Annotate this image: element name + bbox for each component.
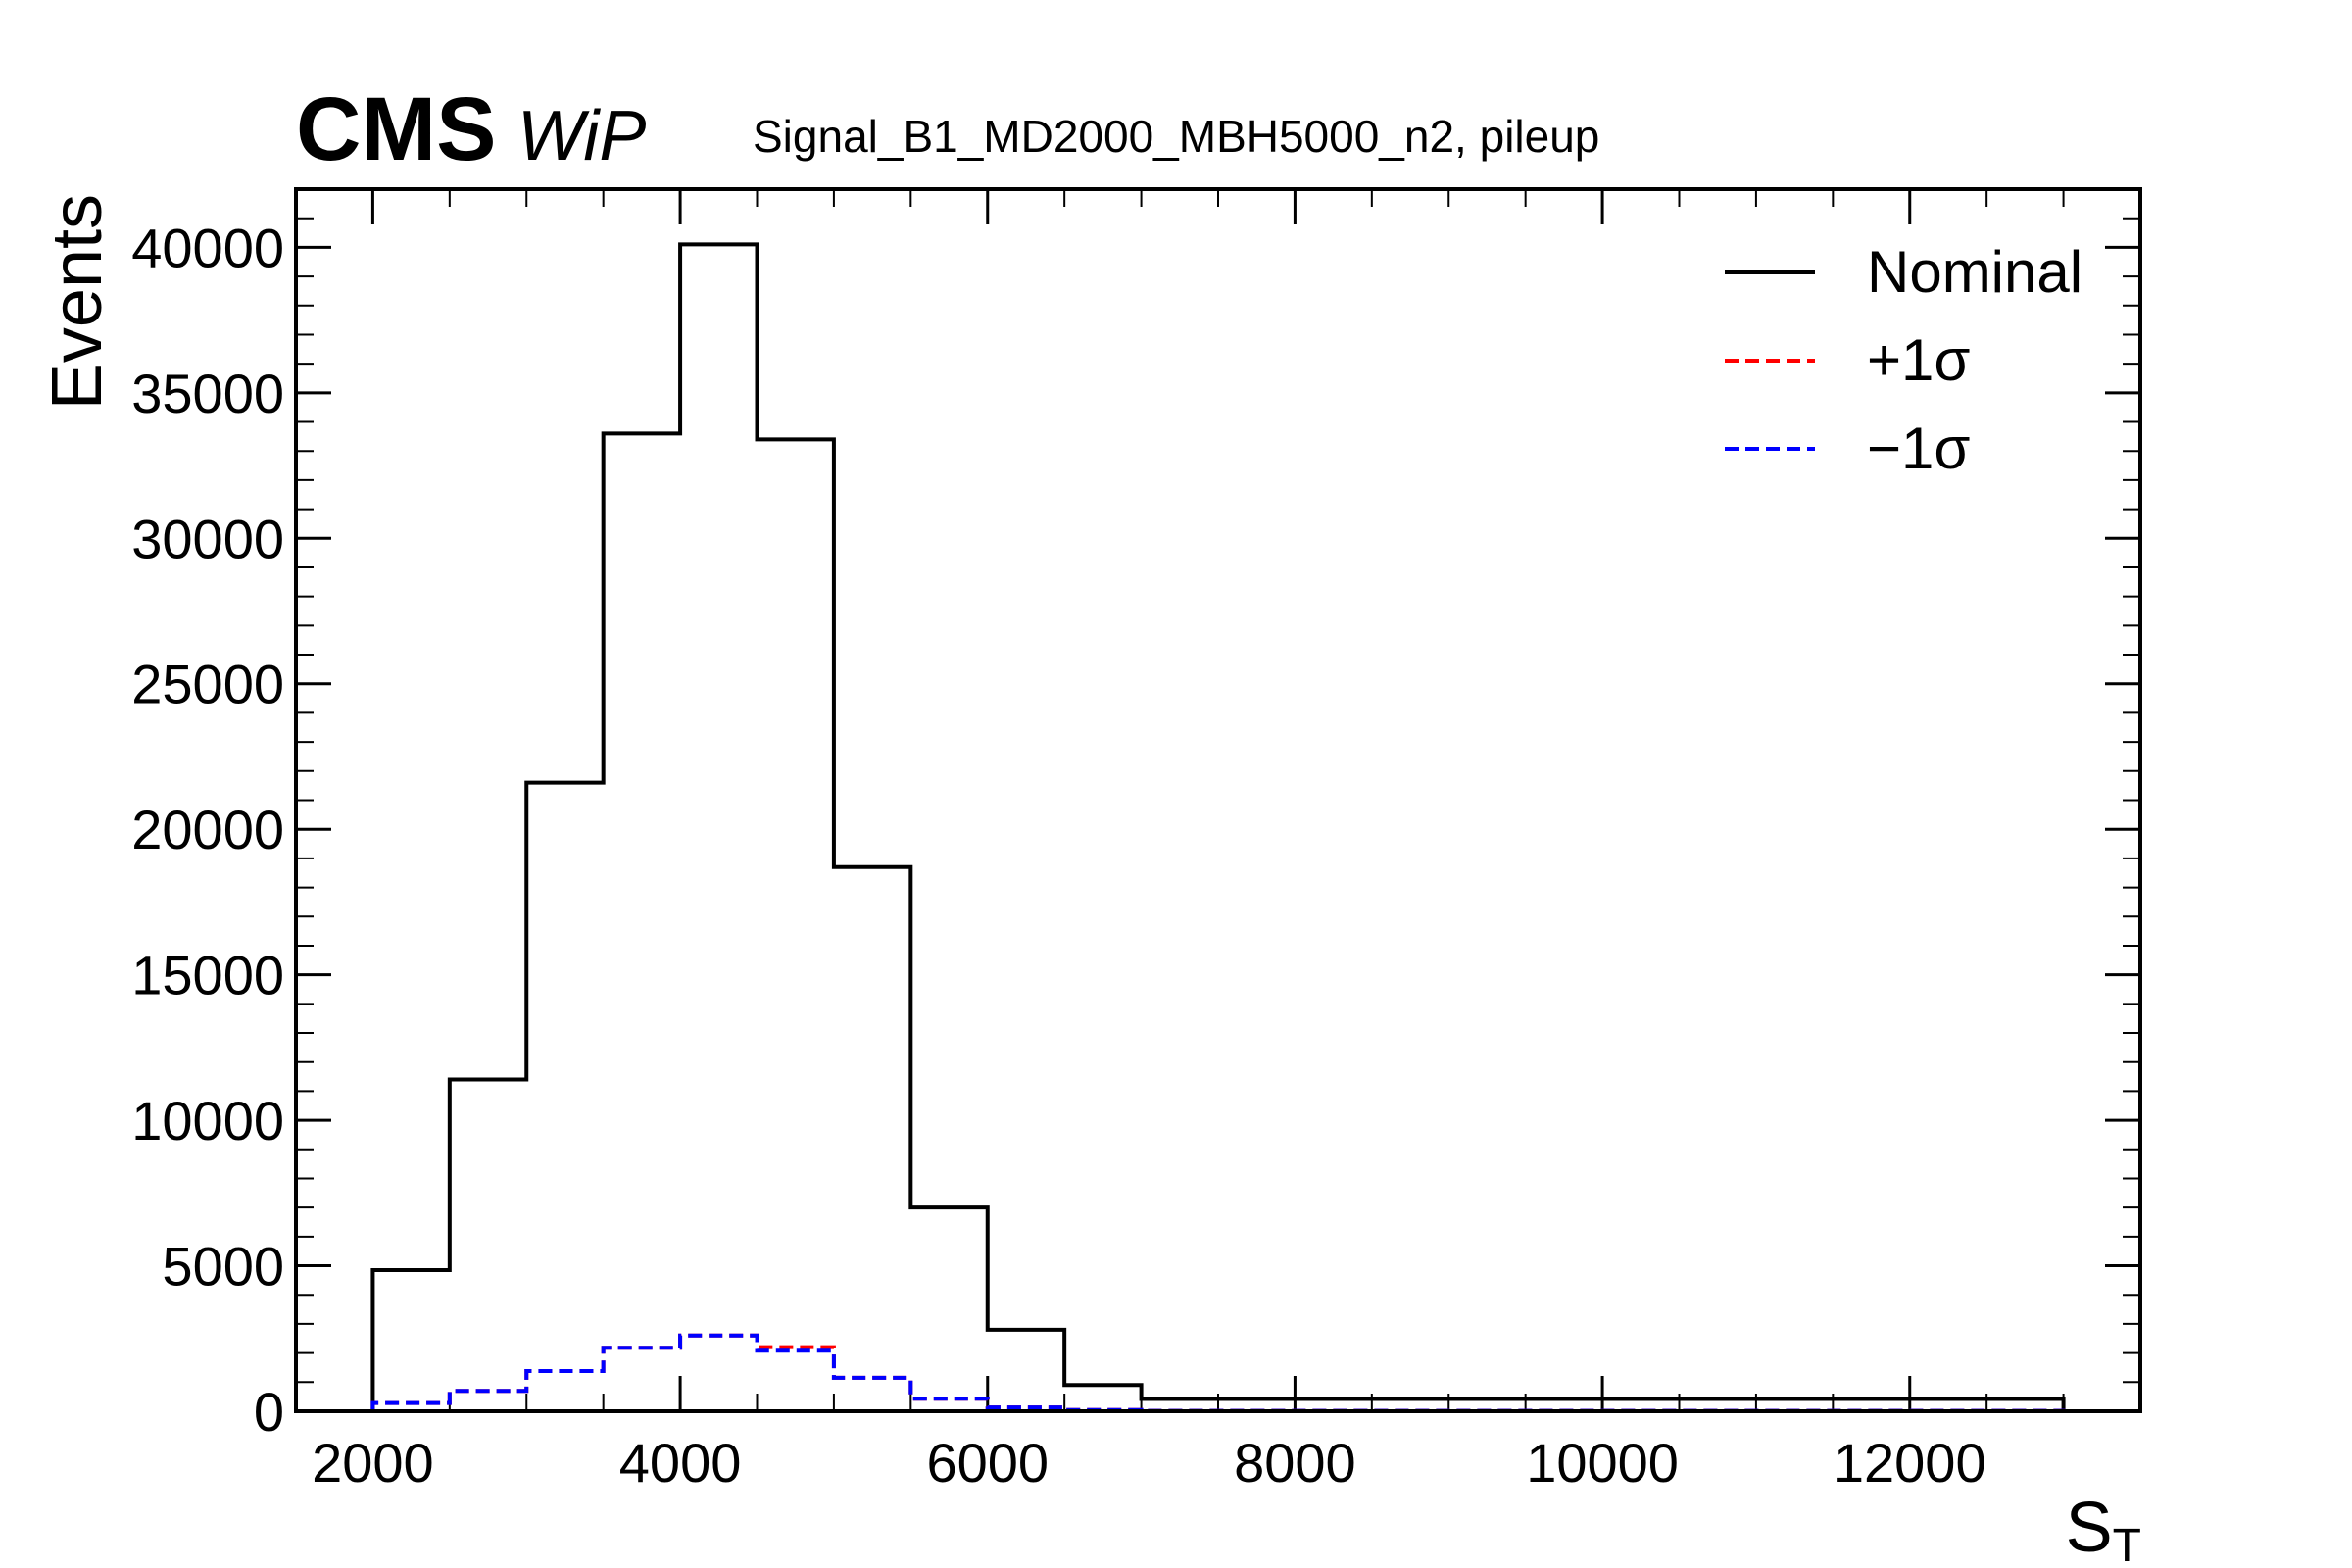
y-tick-label: 20000 (131, 799, 284, 860)
legend-label: −1σ (1867, 416, 1970, 481)
y-tick-label: 30000 (131, 508, 284, 569)
y-tick-label: 15000 (131, 945, 284, 1006)
legend-label: Nominal (1867, 239, 2082, 305)
y-tick-label: 35000 (131, 363, 284, 424)
x-tick-label: 8000 (1234, 1432, 1356, 1494)
status-label: WiP (517, 97, 646, 175)
data-series (370, 242, 2066, 1413)
x-tick-label: 12000 (1834, 1432, 1986, 1494)
x-tick-label: 10000 (1526, 1432, 1679, 1494)
chart-title: Signal_B1_MD2000_MBH5000_n2, pileup (753, 111, 1599, 162)
y-tick-label: 40000 (131, 217, 284, 278)
x-axis-label: ST (2066, 1489, 2141, 1568)
y-axis-label: Events (38, 194, 117, 410)
y-tick-label: 25000 (131, 654, 284, 715)
plot-frame (294, 187, 2142, 1413)
x-axis-label-sub: T (2113, 1520, 2141, 1568)
x-tick-label: 6000 (926, 1432, 1049, 1494)
y-tick-label: 0 (254, 1381, 284, 1443)
x-tick-label: 4000 (619, 1432, 742, 1494)
y-tick-label: 5000 (162, 1236, 284, 1298)
tick-labels: 2000 4000 6000 8000 10000 12000 0 5000 10000 1500… (131, 217, 1985, 1494)
series-nominal-line (370, 242, 2066, 1411)
legend-label: +1σ (1867, 327, 1970, 393)
cms-label: CMS (296, 79, 496, 179)
axis-ticks (296, 189, 2140, 1413)
x-axis-label-main: S (2066, 1489, 2113, 1567)
legend: Nominal +1σ −1σ (1725, 239, 2082, 481)
y-tick-label: 10000 (131, 1090, 284, 1152)
x-tick-label: 2000 (312, 1432, 434, 1494)
